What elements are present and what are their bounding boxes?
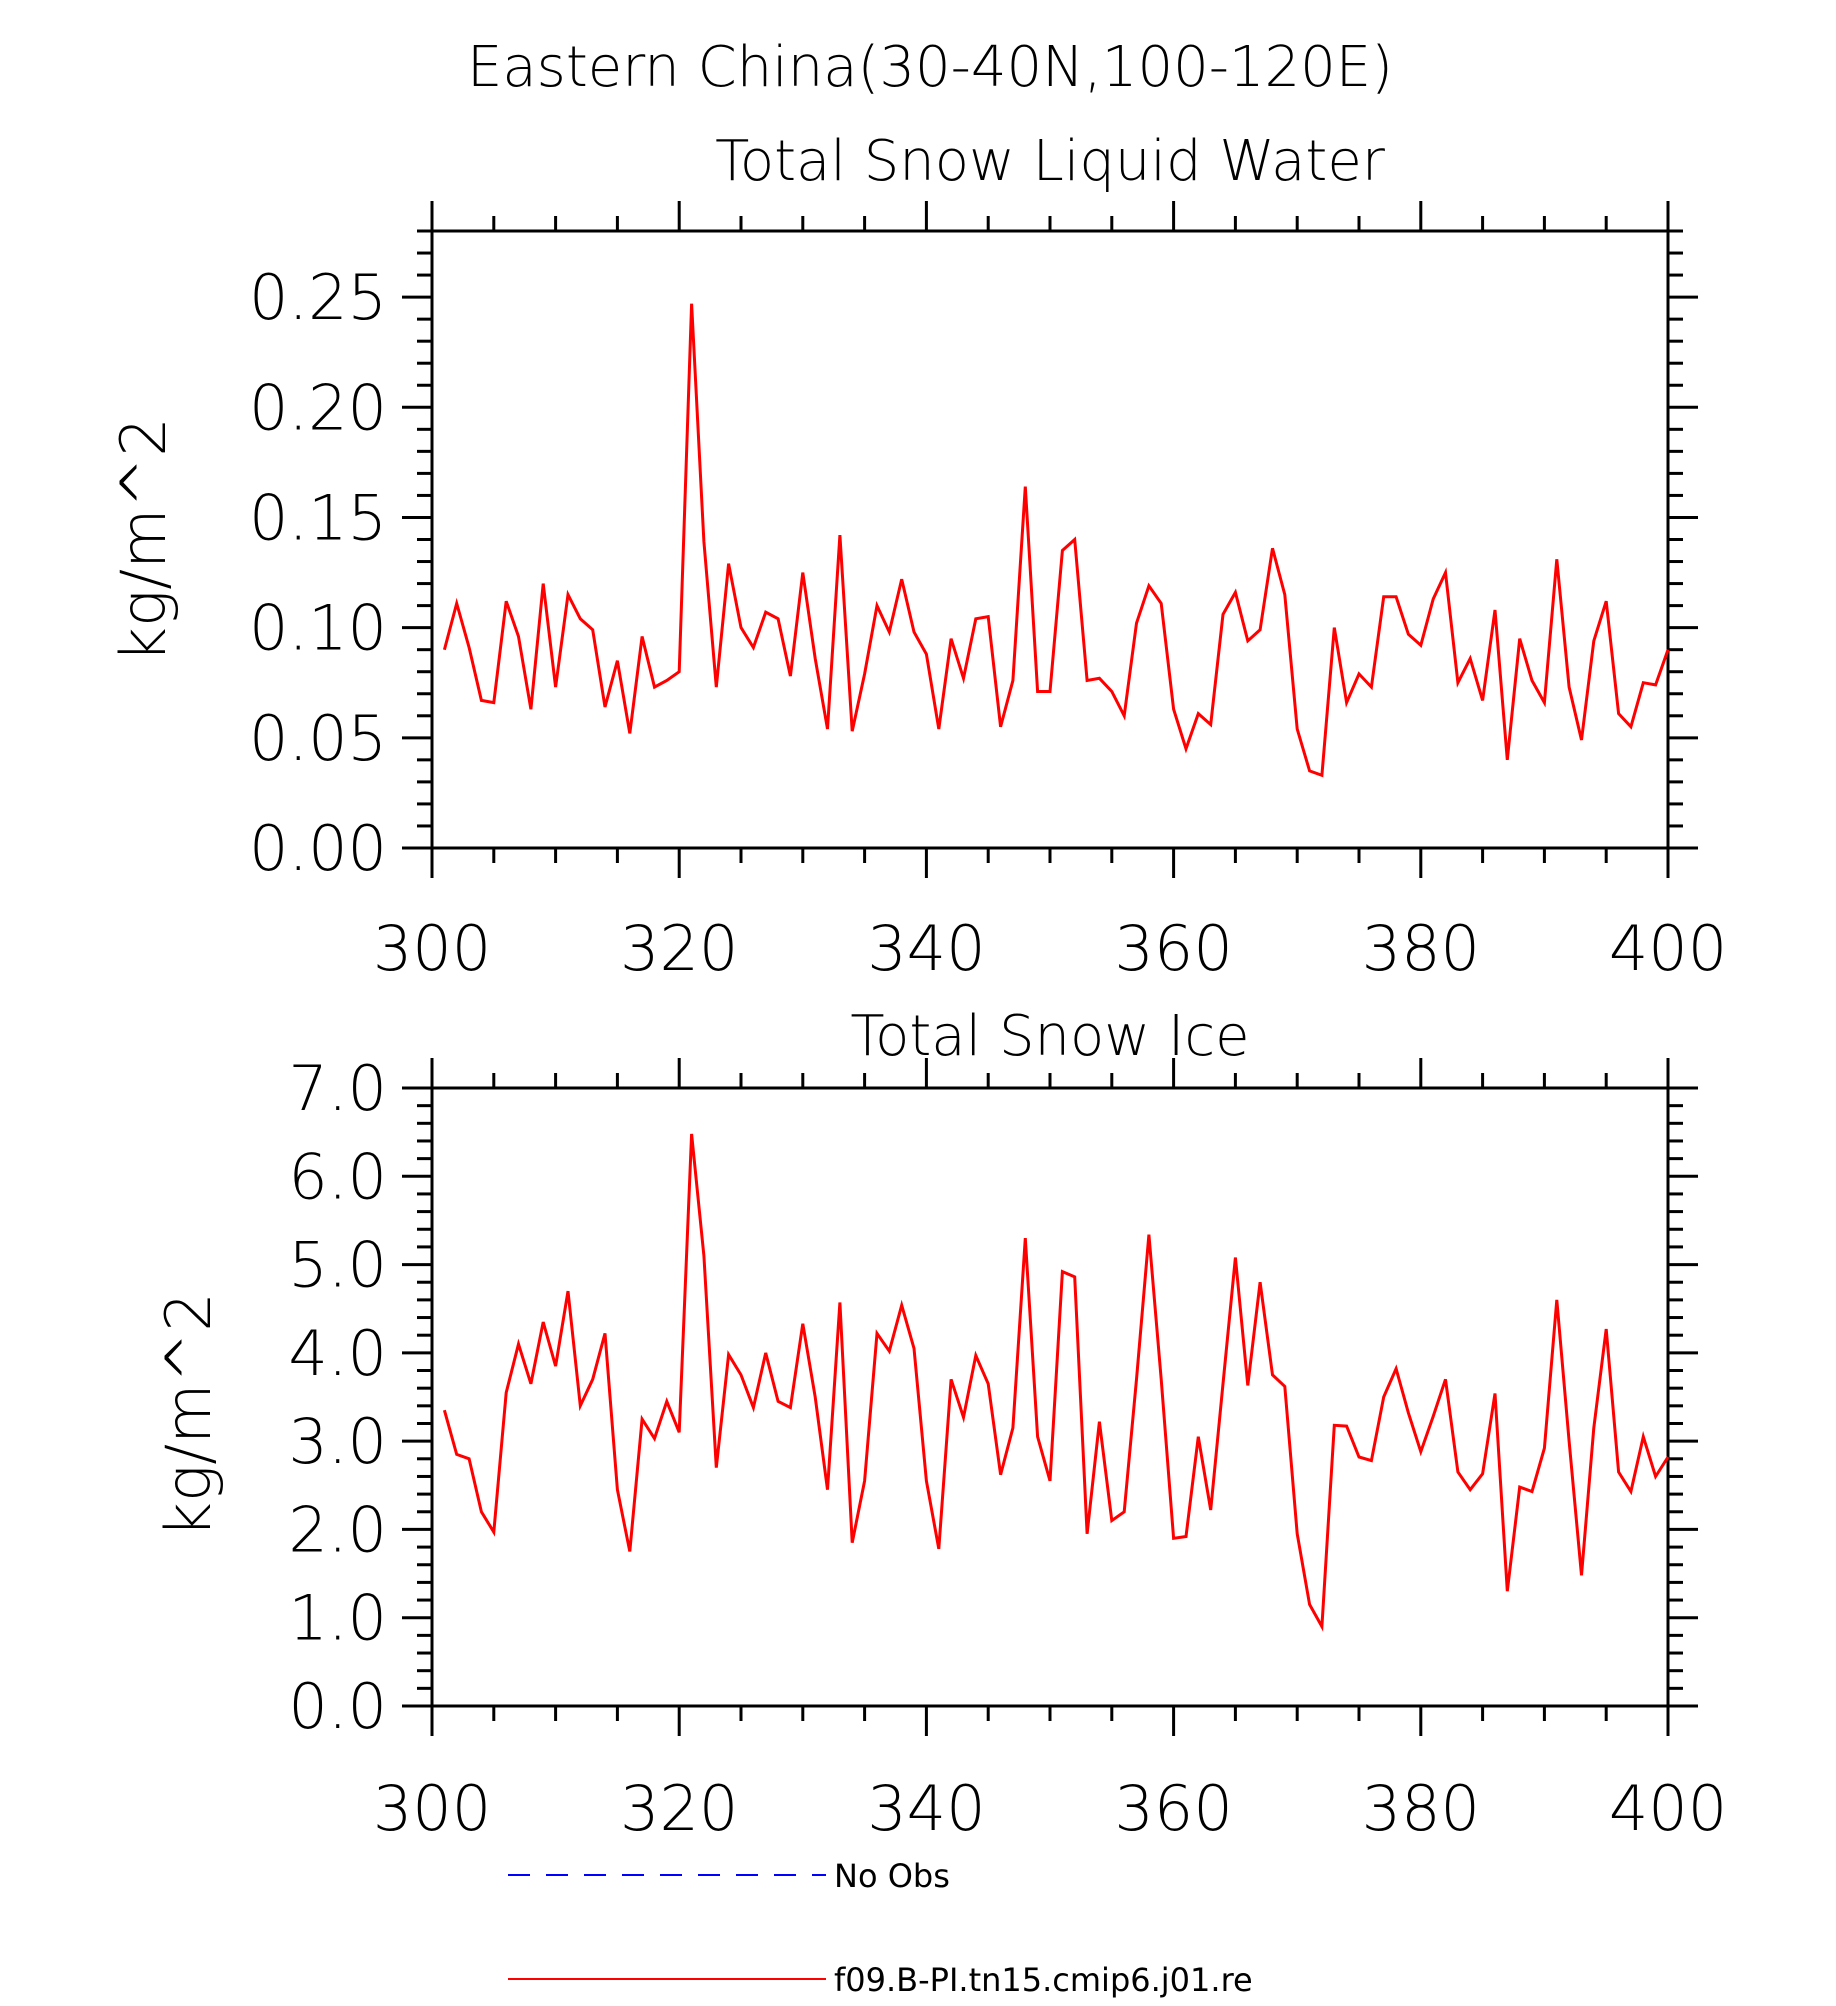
chart-panel-1: Total Snow Liquid Water 300 320 340 360 380 40…	[107, 129, 1727, 985]
y-tick-label: 5.0	[288, 1229, 387, 1302]
panel-title: Total Snow Ice	[850, 1004, 1249, 1069]
panel-title: Total Snow Liquid Water	[715, 129, 1385, 194]
x-tick-label: 300	[373, 912, 491, 985]
x-tick-label: 340	[867, 912, 985, 985]
figure-title: Eastern China(30-40N,100-120E)	[467, 35, 1393, 100]
y-tick-label: 7.0	[288, 1052, 387, 1125]
legend-entry: No Obs	[508, 1857, 950, 1895]
y-tick-label: 0.0	[288, 1670, 387, 1743]
x-tick-label: 400	[1609, 1772, 1727, 1845]
y-axis-label: kg/m^2	[152, 1292, 225, 1538]
series-line	[442, 303, 1670, 778]
y-tick-label: 3.0	[288, 1405, 387, 1478]
y-tick-label: 1.0	[288, 1582, 387, 1655]
legend-label: f09.B-PI.tn15.cmip6.j01.re	[834, 1961, 1253, 1999]
legend: No Obs f09.B-PI.tn15.cmip6.j01.re	[508, 1857, 1253, 1999]
y-tick-label: 0.10	[249, 592, 387, 665]
legend-entry: f09.B-PI.tn15.cmip6.j01.re	[508, 1961, 1253, 1999]
y-tick-label: 2.0	[288, 1493, 387, 1566]
x-tick-label: 340	[867, 1772, 985, 1845]
y-tick-label: 0.00	[249, 812, 387, 885]
x-tick-label: 320	[620, 912, 738, 985]
plot-frame	[430, 229, 1670, 850]
x-tick-label: 320	[620, 1772, 738, 1845]
x-tick-label: 300	[373, 1772, 491, 1845]
chart-panel-2: Total Snow Ice 300 320 340 360 380 400 0.0 1.0 2.…	[152, 1004, 1727, 1845]
y-tick-label: 0.15	[249, 481, 387, 554]
y-tick-label: 0.25	[249, 261, 387, 334]
x-tick-label: 380	[1362, 912, 1480, 985]
y-axis-label: kg/m^2	[107, 417, 180, 663]
x-tick-label: 400	[1609, 912, 1727, 985]
y-tick-label: 4.0	[288, 1317, 387, 1390]
legend-label: No Obs	[834, 1857, 950, 1895]
x-tick-label: 380	[1362, 1772, 1480, 1845]
panels: Total Snow Liquid Water 300 320 340 360 380 40…	[107, 129, 1727, 1845]
x-tick-label: 360	[1114, 912, 1232, 985]
y-tick-label: 0.20	[249, 371, 387, 444]
y-tick-label: 0.05	[249, 702, 387, 775]
plot-frame	[430, 1086, 1670, 1708]
series-line	[442, 1133, 1670, 1632]
x-tick-label: 360	[1114, 1772, 1232, 1845]
y-tick-label: 6.0	[288, 1140, 387, 1213]
